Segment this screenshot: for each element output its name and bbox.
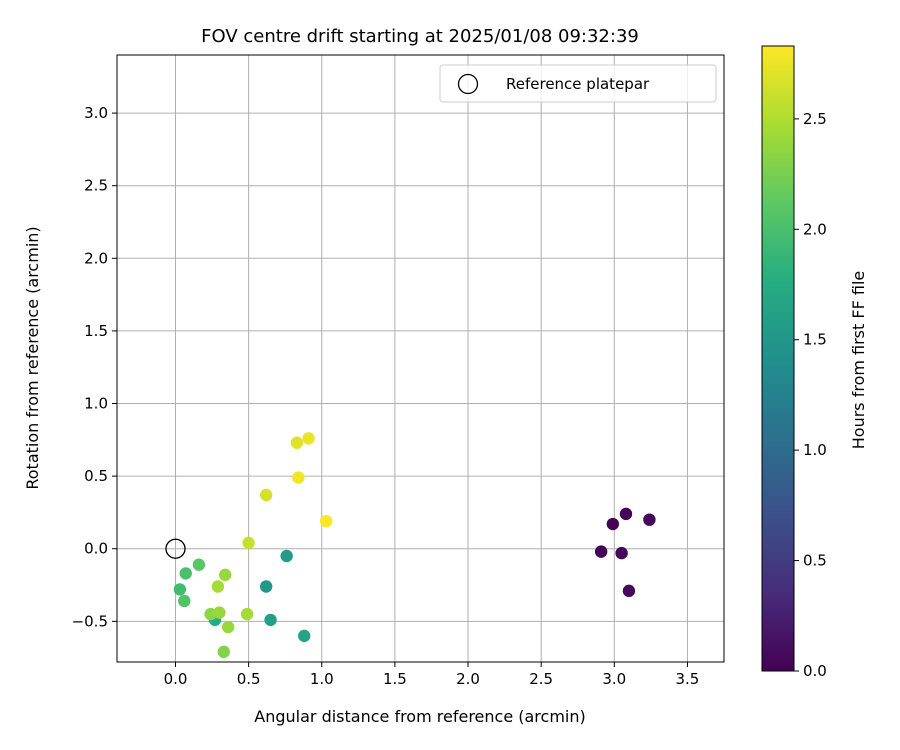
y-tick-label: 2.0 [84,249,108,267]
x-tick-label: 3.0 [602,670,626,688]
y-tick-label: 3.0 [84,104,108,122]
scatter-point [595,545,607,557]
x-axis-label: Angular distance from reference (arcmin) [254,707,585,726]
legend-label-reference: Reference platepar [506,75,650,93]
colorbar: 0.0 0.5 1.0 1.5 2.0 2.5 Hours from first FF f… [762,46,868,680]
scatter-point [643,513,655,525]
scatter-points [174,432,656,658]
colorbar-tick-label: 1.0 [803,441,827,459]
scatter-point [219,569,231,581]
colorbar-tick-label: 1.5 [803,331,827,349]
scatter-point [620,508,632,520]
y-tick-label: 0.0 [84,540,108,558]
y-tick-label: 1.0 [84,395,108,413]
scatter-point [615,547,627,559]
chart-title: FOV centre drift starting at 2025/01/08 … [201,26,639,47]
grid-lines [117,55,724,662]
colorbar-tick-label: 2.0 [803,220,827,238]
colorbar-tick-label: 2.5 [803,110,827,128]
y-axis-label: Rotation from reference (arcmin) [23,226,42,489]
x-tick-label: 0.5 [237,670,261,688]
colorbar-tick-label: 0.0 [803,662,827,680]
scatter-point [607,518,619,530]
y-tick-label: 2.5 [84,177,108,195]
scatter-point [280,550,292,562]
x-tick-label: 0.0 [164,670,188,688]
scatter-point [320,515,332,527]
scatter-point [213,606,225,618]
scatter-point [178,595,190,607]
scatter-point [260,489,272,501]
scatter-point [241,608,253,620]
scatter-point [222,621,234,633]
scatter-point [298,630,310,642]
scatter-point [292,471,304,483]
colorbar-label: Hours from first FF file [849,271,868,450]
scatter-point [623,585,635,597]
colorbar-ticks: 0.0 0.5 1.0 1.5 2.0 2.5 [794,110,827,680]
colorbar-gradient [762,46,794,671]
plot-frame [117,55,724,662]
x-tick-label: 2.5 [529,670,553,688]
x-tick-label: 3.5 [676,670,700,688]
x-tick-label: 2.0 [456,670,480,688]
y-tick-label: 1.5 [84,322,108,340]
scatter-point [260,580,272,592]
legend: Reference platepar [440,65,716,102]
scatter-point [302,432,314,444]
scatter-point [242,537,254,549]
y-ticks: −0.5 0.0 0.5 1.0 1.5 2.0 2.5 3.0 [72,104,117,630]
scatter-point [212,580,224,592]
scatter-point [264,614,276,626]
colorbar-tick-label: 0.5 [803,552,827,570]
y-tick-label: −0.5 [72,612,108,630]
x-tick-label: 1.5 [383,670,407,688]
scatter-point [174,583,186,595]
y-tick-label: 0.5 [84,467,108,485]
scatter-point [180,567,192,579]
scatter-point [291,437,303,449]
x-tick-label: 1.0 [310,670,334,688]
x-ticks: 0.0 0.5 1.0 1.5 2.0 2.5 3.0 3.5 [164,662,700,688]
scatter-point [193,559,205,571]
scatter-point [218,646,230,658]
